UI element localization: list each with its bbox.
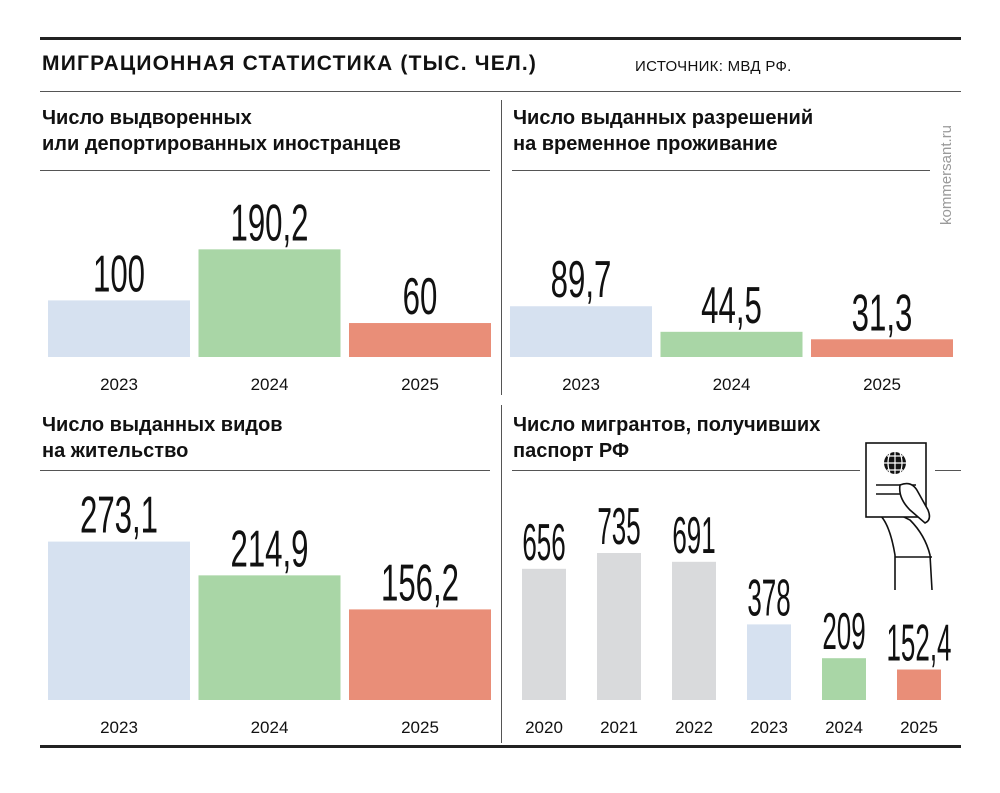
- year-label: 2023: [100, 718, 138, 737]
- bottom-rule: [40, 745, 961, 748]
- value-label: 656: [522, 513, 565, 571]
- year-label: 2023: [562, 375, 600, 394]
- panel-rule: [935, 470, 961, 471]
- panel-title-line: или депортированных иностранцев: [42, 133, 401, 155]
- page-title: МИГРАЦИОННАЯ СТАТИСТИКА (ТЫС. ЧЕЛ.): [42, 52, 538, 75]
- year-label: 2024: [713, 375, 751, 394]
- bar-2024: [660, 331, 803, 357]
- year-label: 2024: [825, 718, 863, 737]
- year-label: 2023: [750, 718, 788, 737]
- bar-2024: [822, 658, 866, 700]
- hand-holding-passport-icon: [865, 442, 933, 591]
- panel-rule: [40, 170, 490, 171]
- year-label: 2021: [600, 718, 638, 737]
- panel-title-line: Число выданных разрешений: [513, 107, 814, 129]
- bar-2023: [48, 541, 190, 700]
- value-label: 190,2: [230, 194, 308, 252]
- year-label: 2024: [251, 375, 289, 394]
- year-label: 2022: [675, 718, 713, 737]
- year-label: 2023: [100, 375, 138, 394]
- year-label: 2025: [863, 375, 901, 394]
- vertical-divider-bottom: [501, 405, 502, 743]
- panel-title-temp-residence: Число выданных разрешений на временное п…: [513, 105, 813, 157]
- panel-title-deported: Число выдворенных или депортированных ин…: [42, 105, 401, 157]
- year-label: 2025: [401, 375, 439, 394]
- bar-2025: [349, 609, 491, 700]
- value-label: 44,5: [701, 277, 762, 335]
- value-label: 31,3: [852, 284, 913, 342]
- chart-2: 273,1 2023 214,9 2024 156,2 2025: [48, 487, 491, 737]
- panel-title-line: на жительство: [42, 440, 189, 462]
- chart-0: 100 2023 190,2 2024 60 2025: [48, 194, 491, 394]
- chart-3: 656 2020 735 2021 691 2022 378 2023 209 2024 152,4…: [522, 497, 952, 737]
- panel-title-passports: Число мигрантов, получивших паспорт РФ: [513, 412, 820, 464]
- bar-2025: [349, 323, 491, 357]
- bar-2023: [510, 306, 652, 357]
- panel-title-line: паспорт РФ: [513, 440, 630, 462]
- header-rule: [40, 91, 961, 92]
- panel-title-line: Число мигрантов, получивших: [513, 414, 821, 436]
- bar-2023: [747, 624, 791, 700]
- panel-title-line: Число выданных видов: [42, 414, 283, 436]
- panel-title-residence-permits: Число выданных видов на жительство: [42, 412, 283, 464]
- value-label: 89,7: [551, 251, 612, 309]
- source-note: ИСТОЧНИК: МВД РФ.: [635, 58, 792, 75]
- vertical-divider-top: [501, 100, 502, 395]
- value-label: 378: [747, 569, 790, 627]
- panel-title-line: Число выдворенных: [42, 107, 252, 129]
- year-label: 2025: [401, 718, 439, 737]
- bar-2024: [198, 249, 341, 357]
- year-label: 2025: [900, 718, 938, 737]
- value-label: 100: [93, 245, 145, 303]
- value-label: 691: [672, 506, 715, 564]
- bar-2023: [48, 300, 190, 357]
- value-label: 156,2: [381, 554, 459, 612]
- panel-title-line: на временное проживание: [513, 133, 778, 155]
- bar-2021: [597, 553, 641, 700]
- value-label: 60: [403, 268, 438, 326]
- panel-rule: [512, 170, 930, 171]
- value-label: 273,1: [80, 487, 158, 545]
- year-label: 2024: [251, 718, 289, 737]
- year-label: 2020: [525, 718, 563, 737]
- value-label: 214,9: [230, 520, 308, 578]
- value-label: 209: [822, 602, 865, 660]
- panel-rule: [40, 470, 490, 471]
- bar-2025: [811, 339, 953, 357]
- bar-2025: [897, 669, 941, 700]
- chart-1: 89,7 2023 44,5 2024 31,3 2025: [510, 251, 953, 394]
- bar-2022: [672, 561, 716, 700]
- top-rule: [40, 37, 961, 40]
- value-label: 152,4: [886, 614, 951, 672]
- bar-2024: [198, 575, 341, 700]
- panel-rule: [512, 470, 860, 471]
- value-label: 735: [597, 497, 640, 555]
- bar-2020: [522, 568, 566, 700]
